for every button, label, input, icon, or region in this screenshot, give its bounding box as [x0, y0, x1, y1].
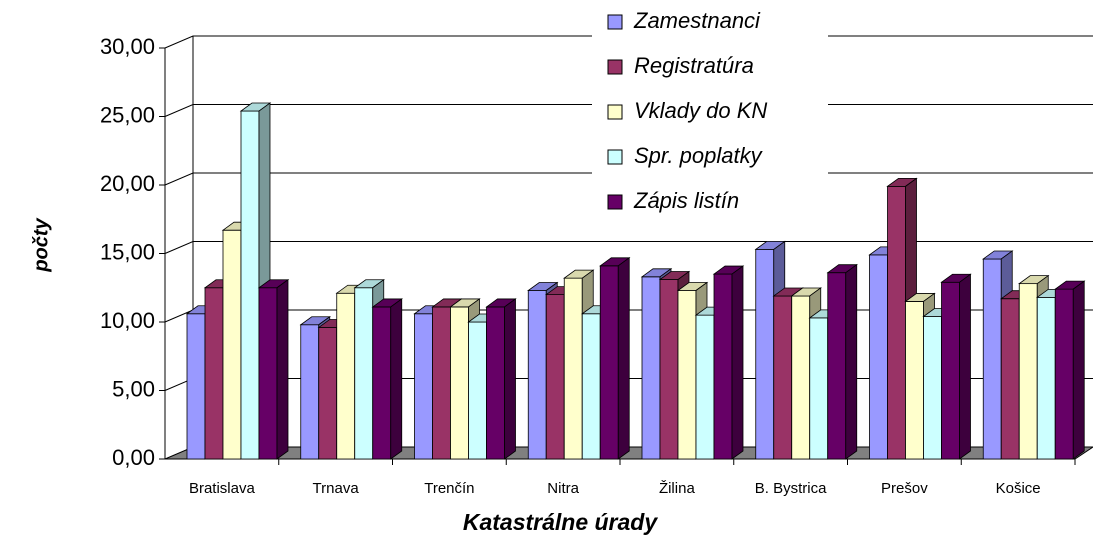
y-tick-label: 0,00 — [112, 445, 155, 470]
bar-front — [336, 292, 356, 460]
bar-front — [695, 314, 715, 460]
bar-front — [563, 277, 583, 460]
bar-front — [1054, 288, 1074, 460]
x-tick-label: Nitra — [547, 480, 579, 497]
bar-front — [827, 272, 847, 460]
y-tick-label: 15,00 — [100, 239, 155, 264]
bar-front — [581, 313, 601, 460]
bar-front — [713, 273, 733, 460]
bar-front — [887, 185, 906, 460]
bar-front — [432, 306, 451, 460]
legend-label: Registratúra — [634, 53, 754, 78]
x-tick-label: Prešov — [881, 480, 928, 497]
bar — [599, 257, 631, 460]
legend-swatch — [607, 59, 623, 75]
x-tick-label: Trnava — [313, 480, 360, 497]
bar-front — [905, 301, 924, 460]
y-tick-label: 5,00 — [112, 376, 155, 401]
bar-front — [677, 290, 697, 460]
legend-swatch — [607, 149, 623, 165]
x-tick-label: Košice — [996, 480, 1041, 497]
bar-front — [869, 254, 888, 460]
legend-label: Zápis listín — [633, 188, 739, 213]
bar-side — [617, 257, 630, 460]
bar-front — [791, 295, 811, 460]
bar-side — [390, 298, 403, 460]
legend-label: Spr. poplatky — [634, 143, 764, 168]
bar — [257, 278, 290, 460]
bar-front — [240, 110, 260, 460]
bar-front — [809, 317, 829, 460]
bar-front — [982, 258, 1002, 460]
legend-label: Vklady do KN — [634, 98, 767, 123]
x-tick-label: B. Bystrica — [755, 480, 827, 497]
bar-side — [731, 265, 744, 460]
bar-side — [276, 278, 289, 460]
bar-front — [300, 324, 320, 460]
legend-bg — [592, 0, 828, 218]
bar — [371, 298, 403, 460]
bar-front — [186, 313, 206, 460]
bar-front — [204, 287, 224, 460]
bar-front — [450, 306, 469, 460]
y-tick-label: 10,00 — [100, 308, 155, 333]
bar — [1054, 280, 1086, 460]
x-axis-title: Katastrálne úrady — [463, 509, 659, 535]
bar-side — [959, 273, 971, 460]
bar-front — [486, 306, 505, 460]
bar-side — [504, 298, 516, 460]
bar-front — [318, 327, 338, 460]
y-axis-title: počty — [30, 217, 52, 272]
legend-label: Zamestnanci — [633, 8, 761, 33]
bar-front — [527, 290, 547, 460]
bar-front — [1036, 296, 1056, 460]
bar — [826, 263, 858, 460]
bar-front — [923, 316, 942, 460]
bar-front — [545, 294, 565, 460]
bar-front — [258, 287, 278, 460]
grid-line — [164, 241, 1093, 254]
bar — [712, 265, 745, 460]
y-tick-label: 30,00 — [100, 34, 155, 59]
x-tick-label: Žilina — [659, 480, 696, 497]
legend-swatch — [607, 104, 623, 120]
y-tick-label: 25,00 — [100, 102, 155, 127]
bar-front — [599, 265, 619, 460]
bar-front — [659, 279, 679, 460]
bar-front — [941, 281, 960, 460]
y-tick-label: 20,00 — [100, 171, 155, 196]
bar-front — [1018, 283, 1038, 460]
bar-front — [641, 276, 661, 460]
bar-front — [414, 313, 433, 460]
bar-side — [1072, 280, 1085, 460]
legend-swatch — [607, 194, 623, 210]
bar-front — [354, 287, 374, 460]
bar-front — [755, 248, 775, 460]
bar-front — [1000, 298, 1020, 460]
bar — [485, 298, 517, 460]
bar-front — [222, 229, 242, 460]
bar — [940, 273, 972, 460]
bar-side — [845, 263, 858, 460]
legend-swatch — [607, 14, 623, 30]
x-tick-label: Trenčín — [424, 480, 474, 497]
bar-front — [773, 295, 793, 460]
x-tick-label: Bratislava — [189, 480, 256, 497]
bar-front — [372, 306, 392, 460]
bar-front — [468, 321, 487, 460]
